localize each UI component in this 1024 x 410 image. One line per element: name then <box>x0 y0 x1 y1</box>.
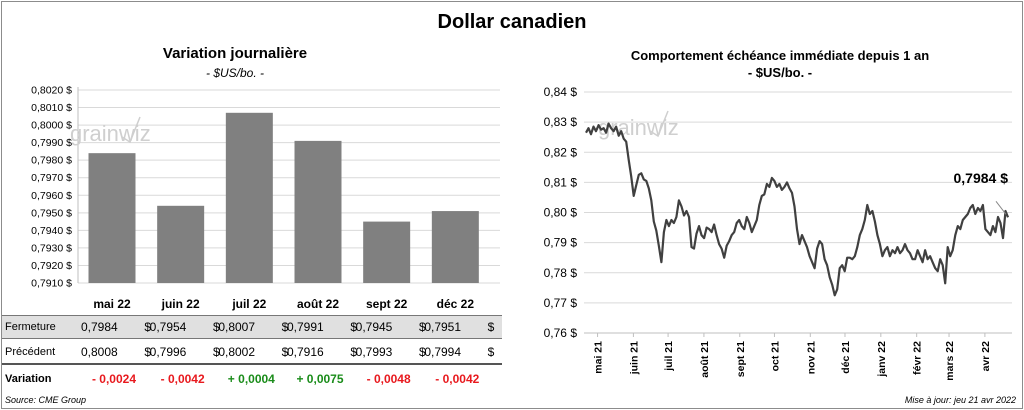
cell-currency: $ <box>212 320 220 334</box>
line-x-tick-label: août 21 <box>699 341 711 378</box>
table-row-variation: Variation - 0,0024 - 0,0042 + 0,0004 + 0,00… <box>2 368 502 392</box>
cell-currency: $ <box>487 320 495 334</box>
cell-value: 0,8008 <box>81 345 118 359</box>
last-value-label: 0,7984 $ <box>954 170 1009 186</box>
bar-category-label: juil 22 <box>232 297 267 311</box>
bar-chart: 0,7910 $ 0,7920 $ 0,7930 $ 0,7940 $ 0,7950 $… <box>31 85 500 290</box>
bar-category-label: sept 22 <box>365 297 408 311</box>
line-x-tick-label: sept 21 <box>735 341 747 377</box>
table-row-fermeture: Fermeture 0,7984 $0,7954 $0,8007 $0,7991 $0,… <box>2 315 502 339</box>
cell-currency: $ <box>144 320 151 334</box>
line-y-tick-label: 0,78 $ <box>544 266 578 280</box>
cell-currency: $ <box>487 345 495 359</box>
cell-value: 0,7951 <box>424 320 462 334</box>
page-title: Dollar canadien <box>437 11 587 33</box>
watermark-check <box>121 116 141 144</box>
bar-4 <box>363 221 411 283</box>
cell-value: 0,7996 <box>149 345 187 359</box>
bar-3 <box>294 140 342 283</box>
bar-category-label: mai 22 <box>93 297 131 311</box>
line-x-tick-label: janv 22 <box>876 341 888 378</box>
row-label: Variation <box>5 373 52 385</box>
cell-value: 0,8002 <box>218 345 256 359</box>
price-series-line <box>585 122 1010 297</box>
variation-value: - 0,0042 <box>435 372 480 386</box>
bar-y-tick-label: 0,8000 $ <box>31 120 72 132</box>
bar-5 <box>431 211 479 283</box>
cell-value: 0,7945 <box>355 320 393 334</box>
bar-2 <box>225 112 273 284</box>
bar-y-tick-label: 0,7920 $ <box>31 260 72 272</box>
cell-value: 0,7984 <box>81 320 118 334</box>
variation-value: - 0,0048 <box>366 372 411 386</box>
cell-value: 0,7954 <box>149 320 187 334</box>
line-y-tick-label: 0,83 $ <box>544 115 578 129</box>
bar-y-tick-label: 0,7960 $ <box>31 190 72 202</box>
line-x-tick-label: avr 22 <box>980 341 992 372</box>
bar-y-tick-label: 0,7950 $ <box>31 207 72 219</box>
bar-y-tick-label: 0,8010 $ <box>31 102 72 114</box>
bar-chart-title: Variation journalière <box>162 45 308 62</box>
bar-y-tick-label: 0,7910 $ <box>31 278 72 290</box>
bar-category-label: juin 22 <box>161 297 200 311</box>
cell-currency: $ <box>281 320 289 334</box>
line-y-tick-label: 0,76 $ <box>544 326 578 340</box>
cell-value: 0,7991 <box>287 320 324 334</box>
cell-value: 0,7916 <box>287 345 324 359</box>
line-chart-title: Comportement échéance immédiate depuis 1… <box>630 48 930 63</box>
cell-currency: $ <box>212 345 220 359</box>
line-chart-subtitle: - $US/bo. - <box>747 65 813 80</box>
line-x-tick-label: mai 21 <box>593 341 605 374</box>
variation-value: + 0,0075 <box>296 372 344 386</box>
cell-currency: $ <box>418 320 426 334</box>
cell-currency: $ <box>281 345 289 359</box>
update-note: Mise à jour: jeu 21 avr 2022 <box>904 395 1016 405</box>
line-x-tick-label: mars 22 <box>944 341 956 381</box>
variation-value: + 0,0004 <box>227 372 275 386</box>
cell-value: 0,7993 <box>355 345 393 359</box>
bar-y-tick-label: 0,7990 $ <box>31 137 72 149</box>
line-y-tick-label: 0,81 $ <box>544 175 578 189</box>
bar-chart-subtitle: - $US/bo. - <box>205 66 265 80</box>
bar-y-tick-label: 0,7970 $ <box>31 172 72 184</box>
cell-currency: $ <box>350 320 357 334</box>
line-y-tick-label: 0,84 $ <box>544 85 578 99</box>
bar-1 <box>157 205 205 283</box>
line-x-tick-label: juin 21 <box>628 341 640 375</box>
line-chart: 0,76 $ 0,77 $ 0,78 $ 0,79 $ 0,80 $ 0,81 $ 0,82… <box>544 85 1012 381</box>
bar-y-tick-label: 0,7980 $ <box>31 155 72 167</box>
line-y-tick-label: 0,79 $ <box>544 236 578 250</box>
line-x-tick-label: nov 21 <box>805 341 817 374</box>
cell-currency: $ <box>418 345 426 359</box>
line-x-tick-label: févr 22 <box>912 341 924 375</box>
last-value-leader <box>995 201 1007 215</box>
bar-y-tick-label: 0,7940 $ <box>31 225 72 237</box>
cell-value: 0,7994 <box>424 345 462 359</box>
variation-value: - 0,0024 <box>91 372 137 386</box>
bar-y-tick-label: 0,7930 $ <box>31 242 72 254</box>
row-label: Fermeture <box>5 321 56 333</box>
line-x-tick-label: déc 21 <box>840 341 852 374</box>
cell-currency: $ <box>350 345 357 359</box>
cell-currency: $ <box>144 345 151 359</box>
watermark-logo: grainwiz <box>70 116 151 146</box>
source-note: Source: CME Group <box>5 395 87 405</box>
cell-value: 0,8007 <box>218 320 256 334</box>
bar-y-tick-label: 0,8020 $ <box>31 85 72 97</box>
bar-0 <box>88 153 136 283</box>
line-y-tick-label: 0,80 $ <box>544 206 578 220</box>
row-label: Précédent <box>5 346 56 358</box>
watermark-check <box>649 110 669 138</box>
variation-value: - 0,0042 <box>160 372 205 386</box>
line-y-tick-label: 0,77 $ <box>544 296 578 310</box>
line-y-tick-label: 0,82 $ <box>544 145 578 159</box>
line-x-tick-label: juil 21 <box>663 341 675 372</box>
bar-category-label: août 22 <box>296 297 339 311</box>
table-row-precedent: Précédent 0,8008 $0,7996 $0,8002 $0,7916 $0,… <box>2 341 502 365</box>
bar-category-label: déc 22 <box>436 297 474 311</box>
line-x-tick-label: oct 21 <box>769 341 781 372</box>
